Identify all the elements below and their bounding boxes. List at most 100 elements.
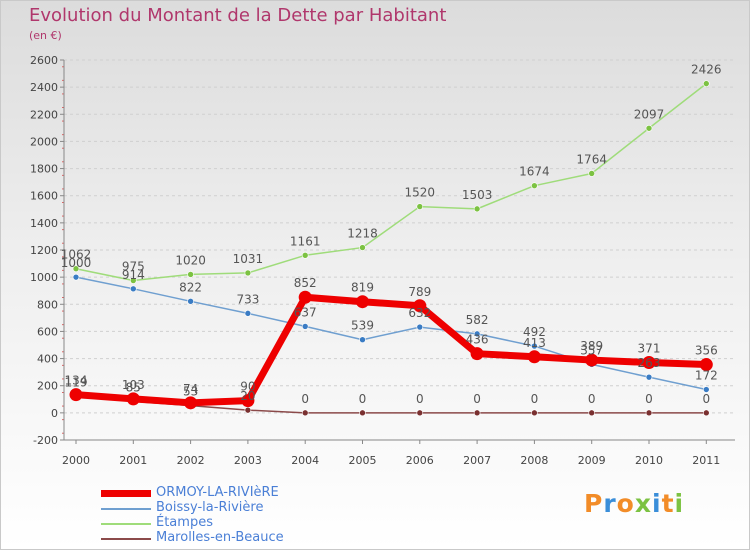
legend-item-marolles: Marolles-en-Beauce (101, 530, 361, 546)
data-point (642, 356, 656, 370)
legend-swatch (101, 490, 151, 497)
data-label: 85 (126, 380, 141, 394)
data-label: 90 (240, 380, 255, 394)
y-tick-label: 600 (37, 325, 58, 338)
x-tick-label: 2010 (635, 454, 663, 467)
series-line (75, 83, 707, 282)
data-label: 582 (466, 313, 489, 327)
x-tick-label: 2000 (62, 454, 90, 467)
data-label: 733 (236, 292, 259, 306)
data-label: 119 (65, 376, 88, 390)
series-line (75, 276, 707, 391)
data-label: 0 (359, 392, 367, 406)
data-point (588, 409, 596, 417)
data-label: 1062 (61, 248, 92, 262)
x-tick-label: 2004 (291, 454, 319, 467)
data-point (470, 347, 484, 361)
y-tick-label: 400 (37, 353, 58, 366)
x-tick-label: 2006 (406, 454, 434, 467)
y-tick-label: 1200 (30, 244, 58, 257)
data-label: 852 (294, 276, 317, 290)
data-point (130, 277, 137, 284)
data-point (473, 409, 481, 417)
y-tick-label: 2200 (30, 108, 58, 121)
data-label: 172 (695, 369, 718, 383)
logo-letter: t (661, 489, 675, 518)
data-label: 356 (695, 344, 718, 358)
y-tick-label: 200 (37, 380, 58, 393)
logo-letter: o (616, 489, 635, 518)
legend-label: Étampes (156, 515, 213, 530)
x-tick-label: 2002 (177, 454, 205, 467)
data-label: 1674 (519, 165, 550, 179)
data-label: 975 (122, 260, 145, 274)
data-label: 134 (65, 374, 88, 388)
data-label: 263 (638, 356, 661, 370)
data-point (416, 203, 424, 210)
y-tick-label: 1800 (30, 163, 58, 176)
x-tick-label: 2007 (463, 454, 491, 467)
data-label: 413 (523, 336, 546, 350)
data-point (72, 265, 80, 273)
data-point (531, 182, 538, 189)
legend-label: Boissy-la-Rivière (156, 500, 264, 515)
data-label: 819 (351, 281, 374, 295)
legend: ORMOY-LA-RIVIèRE Boissy-la-Rivière Étamp… (101, 485, 361, 546)
legend-item-ormoy: ORMOY-LA-RIVIèRE (101, 485, 361, 501)
data-point (702, 409, 710, 417)
data-point (645, 373, 653, 381)
data-label: 436 (466, 333, 489, 347)
data-point (72, 273, 80, 281)
x-tick-label: 2005 (349, 454, 377, 467)
data-point (69, 388, 83, 402)
y-tick-label: 1600 (30, 190, 58, 203)
data-label: 0 (301, 392, 309, 406)
data-label: 1161 (290, 234, 321, 248)
data-point (473, 330, 481, 338)
legend-label: Marolles-en-Beauce (156, 530, 284, 545)
data-label: 492 (523, 325, 546, 339)
data-label: 1764 (576, 152, 607, 166)
data-point (531, 409, 538, 417)
data-label: 0 (702, 392, 710, 406)
data-point (473, 205, 481, 213)
data-label: 0 (645, 392, 653, 406)
data-point (531, 342, 538, 350)
y-tick-label: 0 (51, 407, 58, 420)
legend-item-etampes: Étampes (101, 515, 361, 531)
data-label: 74 (183, 382, 198, 396)
data-label: 1000 (61, 256, 92, 270)
data-point (527, 350, 541, 364)
data-label: 0 (531, 392, 539, 406)
data-point (699, 358, 713, 372)
data-label: 0 (473, 392, 481, 406)
data-point (585, 353, 599, 367)
data-point (244, 406, 252, 414)
y-tick-label: 2600 (30, 54, 58, 67)
data-label: 357 (580, 343, 603, 357)
data-point (645, 124, 653, 132)
x-tick-label: 2003 (234, 454, 262, 467)
y-tick-label: -200 (33, 434, 58, 447)
data-label: 103 (122, 378, 145, 392)
logo-letter: P (584, 489, 604, 518)
data-point (359, 409, 366, 417)
legend-swatch (101, 523, 151, 525)
logo-letter: x (634, 489, 652, 518)
data-label: 1218 (347, 227, 378, 241)
x-tick-label: 2001 (119, 454, 147, 467)
data-point (359, 336, 366, 344)
data-point (416, 323, 424, 331)
proxiti-logo: Proxiti (584, 489, 684, 518)
data-label: 1020 (175, 253, 206, 267)
series-line (75, 293, 707, 407)
data-point (356, 295, 369, 309)
x-tick-label: 2009 (578, 454, 606, 467)
data-point (702, 386, 710, 393)
data-label: 53 (183, 385, 198, 399)
data-point (130, 285, 137, 293)
data-label: 2097 (634, 107, 665, 121)
logo-letter: i (674, 489, 685, 518)
